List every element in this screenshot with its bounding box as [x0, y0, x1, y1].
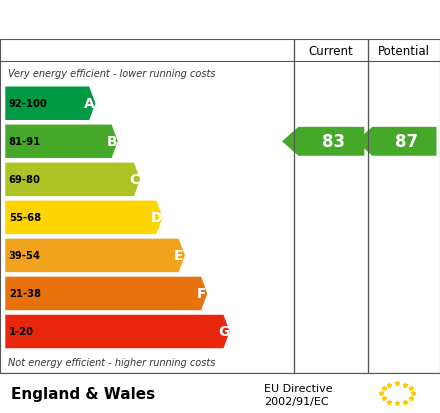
Text: C: C — [129, 173, 139, 187]
Bar — [368, 40, 440, 373]
Polygon shape — [282, 128, 364, 157]
Text: Very energy efficient - lower running costs: Very energy efficient - lower running co… — [8, 69, 216, 78]
Text: England & Wales: England & Wales — [11, 386, 155, 401]
Text: 83: 83 — [322, 133, 345, 151]
Text: D: D — [150, 211, 162, 225]
Text: 21-38: 21-38 — [9, 289, 41, 299]
Polygon shape — [5, 87, 95, 121]
Text: 69-80: 69-80 — [9, 175, 40, 185]
Text: B: B — [106, 135, 117, 149]
Polygon shape — [5, 315, 230, 349]
Polygon shape — [5, 201, 162, 235]
Bar — [0, 40, 294, 373]
Polygon shape — [5, 163, 140, 197]
Text: 55-68: 55-68 — [9, 213, 41, 223]
Text: 1-20: 1-20 — [9, 327, 34, 337]
Text: 39-54: 39-54 — [9, 251, 41, 261]
Text: E: E — [174, 249, 183, 263]
Text: EU Directive: EU Directive — [264, 383, 333, 394]
Bar — [294, 40, 368, 373]
Text: F: F — [196, 287, 206, 301]
Polygon shape — [5, 239, 185, 273]
Polygon shape — [5, 125, 118, 159]
Text: 92-100: 92-100 — [9, 99, 48, 109]
Text: Current: Current — [308, 45, 353, 57]
Text: Potential: Potential — [378, 45, 430, 57]
Text: G: G — [218, 325, 229, 339]
Text: 2002/91/EC: 2002/91/EC — [264, 396, 329, 406]
Text: A: A — [84, 97, 95, 111]
Text: Not energy efficient - higher running costs: Not energy efficient - higher running co… — [8, 357, 215, 367]
Text: 87: 87 — [395, 133, 418, 151]
Polygon shape — [5, 277, 207, 311]
Polygon shape — [356, 128, 436, 157]
Text: 81-91: 81-91 — [9, 137, 41, 147]
Text: Energy Efficiency Rating: Energy Efficiency Rating — [13, 10, 301, 30]
